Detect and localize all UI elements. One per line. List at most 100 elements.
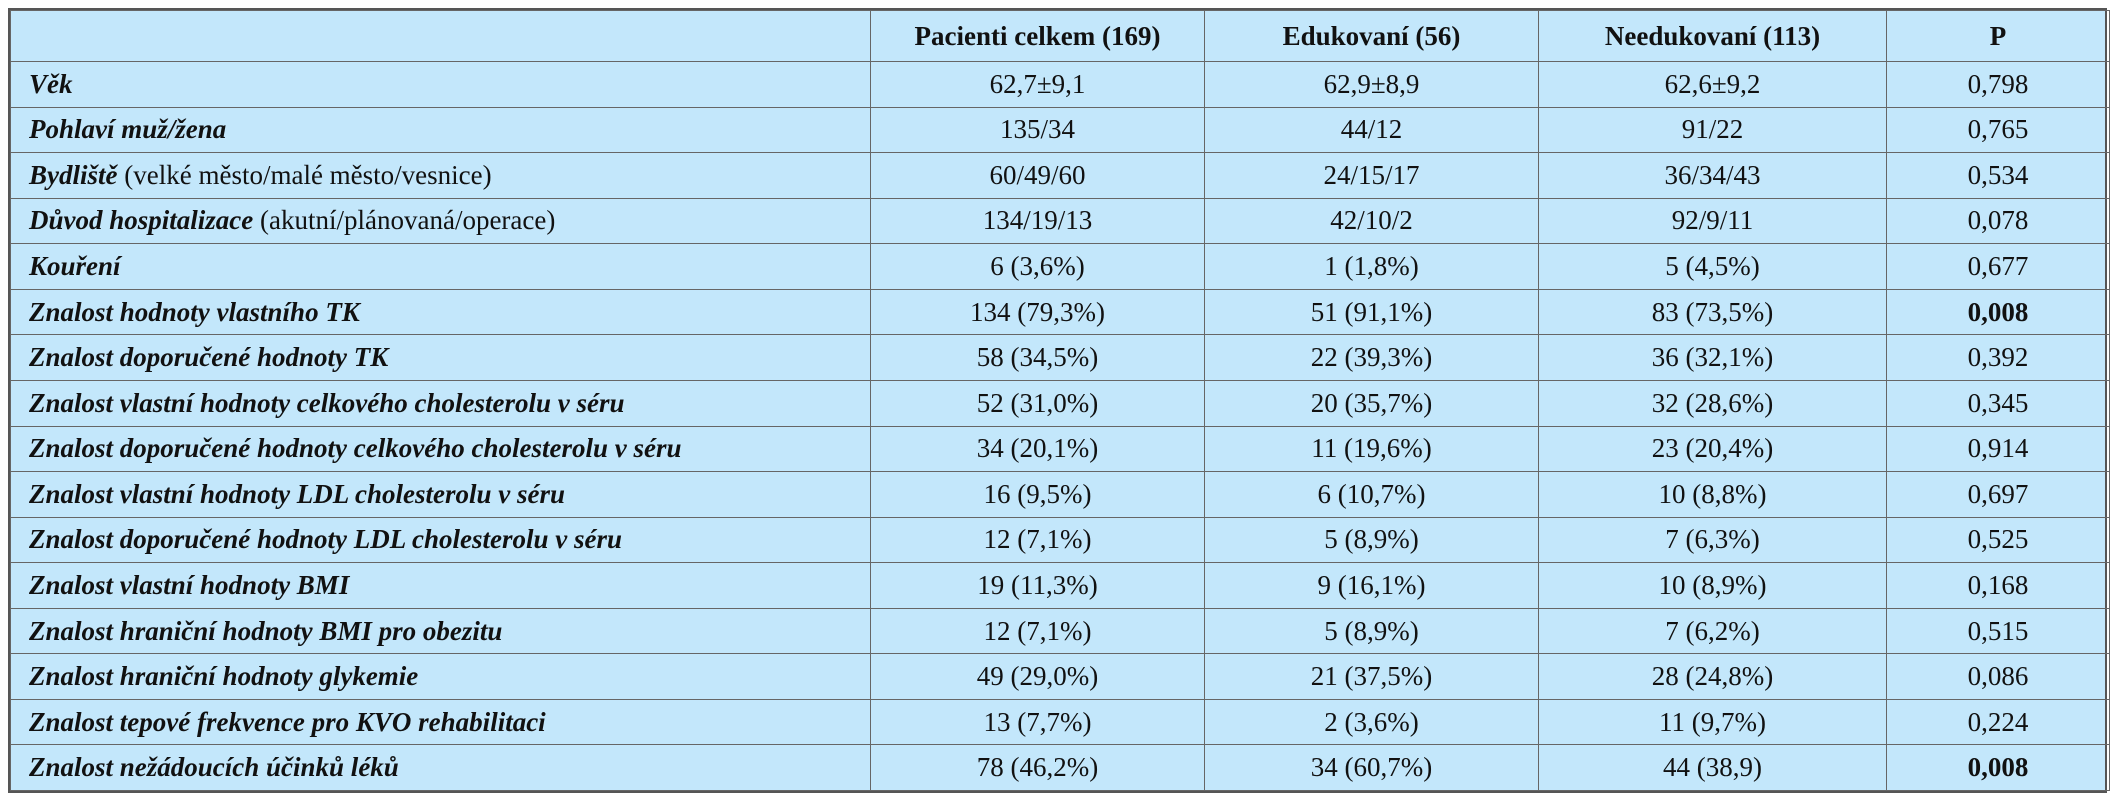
row-label: Znalost tepové frekvence pro KVO rehabil…: [10, 698, 871, 746]
cell-total-patients: 78 (46,2%): [870, 744, 1205, 791]
cell-p-value: 0,008: [1886, 288, 2110, 336]
row-label: Věk: [10, 61, 871, 108]
table-row: Znalost nežádoucích účinků léků 78 (46,2%…: [10, 744, 2110, 791]
table-row: Znalost vlastní hodnoty BMI 19 (11,3%) 9 (…: [10, 562, 2110, 609]
row-label-detail: (akutní/plánovaná/operace): [253, 205, 556, 236]
cell-not-educated: 32 (28,6%): [1538, 379, 1887, 427]
header-educated: Edukovaní (56): [1204, 10, 1539, 62]
cell-educated: 11 (19,6%): [1204, 425, 1539, 473]
cell-p-value: 0,697: [1886, 471, 2110, 518]
cell-educated: 42/10/2: [1204, 197, 1539, 245]
row-label-emphasis: Znalost vlastní hodnoty LDL cholesterolu…: [29, 478, 566, 509]
row-label: Znalost hraniční hodnoty BMI pro obezitu: [10, 607, 871, 655]
cell-total-patients: 34 (20,1%): [870, 425, 1205, 473]
row-label-emphasis: Znalost doporučené hodnoty celkového cho…: [29, 433, 682, 464]
cell-total-patients: 58 (34,5%): [870, 334, 1205, 381]
cell-not-educated: 10 (8,9%): [1538, 562, 1887, 609]
table-row: Znalost tepové frekvence pro KVO rehabil…: [10, 698, 2110, 746]
cell-p-value: 0,008: [1886, 744, 2110, 791]
table-row: Znalost doporučené hodnoty TK 58 (34,5%) 2…: [10, 334, 2110, 381]
cell-p-value: 0,677: [1886, 243, 2110, 290]
row-label: Znalost vlastní hodnoty LDL cholesterolu…: [10, 471, 871, 518]
cell-p-value: 0,765: [1886, 106, 2110, 154]
cell-total-patients: 134/19/13: [870, 197, 1205, 245]
comparison-table: Pacienti celkem (169) Edukovaní (56) Nee…: [10, 10, 2110, 791]
row-label: Znalost doporučené hodnoty celkového cho…: [10, 425, 871, 473]
cell-educated: 20 (35,7%): [1204, 379, 1539, 427]
cell-total-patients: 6 (3,6%): [870, 243, 1205, 290]
cell-p-value: 0,078: [1886, 197, 2110, 245]
row-label-emphasis: Znalost doporučené hodnoty LDL cholester…: [29, 524, 623, 555]
cell-p-value: 0,515: [1886, 607, 2110, 655]
cell-educated: 9 (16,1%): [1204, 562, 1539, 609]
row-label-detail: (velké město/malé město/vesnice): [117, 159, 492, 190]
cell-p-value: 0,798: [1886, 61, 2110, 108]
header-p-value: P: [1886, 10, 2110, 62]
cell-total-patients: 16 (9,5%): [870, 471, 1205, 518]
cell-not-educated: 83 (73,5%): [1538, 288, 1887, 336]
row-label: Znalost doporučené hodnoty TK: [10, 334, 871, 381]
table-row: Znalost doporučené hodnoty celkového cho…: [10, 425, 2110, 473]
cell-p-value: 0,168: [1886, 562, 2110, 609]
table-header-row: Pacienti celkem (169) Edukovaní (56) Nee…: [10, 10, 2110, 62]
header-label-column: [10, 10, 871, 62]
row-label-emphasis: Znalost hraniční hodnoty BMI pro obezitu: [29, 615, 503, 646]
table-row: Znalost hodnoty vlastního TK 134 (79,3%) 5…: [10, 288, 2110, 336]
row-label: Bydliště (velké město/malé město/vesnice…: [10, 152, 871, 199]
cell-total-patients: 134 (79,3%): [870, 288, 1205, 336]
cell-total-patients: 135/34: [870, 106, 1205, 154]
cell-total-patients: 12 (7,1%): [870, 516, 1205, 564]
header-not-educated: Needukovaní (113): [1538, 10, 1887, 62]
cell-p-value: 0,345: [1886, 379, 2110, 427]
cell-not-educated: 10 (8,8%): [1538, 471, 1887, 518]
cell-p-value: 0,534: [1886, 152, 2110, 199]
row-label-emphasis: Kouření: [29, 251, 121, 282]
cell-total-patients: 19 (11,3%): [870, 562, 1205, 609]
row-label: Důvod hospitalizace (akutní/plánovaná/op…: [10, 197, 871, 245]
cell-educated: 44/12: [1204, 106, 1539, 154]
row-label-emphasis: Znalost doporučené hodnoty TK: [29, 342, 389, 373]
cell-educated: 21 (37,5%): [1204, 653, 1539, 700]
cell-p-value: 0,086: [1886, 653, 2110, 700]
cell-total-patients: 60/49/60: [870, 152, 1205, 199]
row-label: Znalost vlastní hodnoty BMI: [10, 562, 871, 609]
row-label-emphasis: Bydliště: [29, 159, 118, 190]
table-row: Znalost hraniční hodnoty glykemie 49 (29,…: [10, 653, 2110, 700]
table-row: Důvod hospitalizace (akutní/plánovaná/op…: [10, 197, 2110, 245]
cell-not-educated: 23 (20,4%): [1538, 425, 1887, 473]
cell-educated: 5 (8,9%): [1204, 516, 1539, 564]
cell-educated: 51 (91,1%): [1204, 288, 1539, 336]
cell-not-educated: 36/34/43: [1538, 152, 1887, 199]
table-row: Věk 62,7±9,1 62,9±8,9 62,6±9,2 0,798: [10, 61, 2110, 108]
row-label: Znalost doporučené hodnoty LDL cholester…: [10, 516, 871, 564]
cell-educated: 6 (10,7%): [1204, 471, 1539, 518]
cell-not-educated: 91/22: [1538, 106, 1887, 154]
row-label-emphasis: Pohlaví muž/žena: [29, 114, 227, 145]
cell-not-educated: 5 (4,5%): [1538, 243, 1887, 290]
cell-p-value: 0,224: [1886, 698, 2110, 746]
cell-educated: 5 (8,9%): [1204, 607, 1539, 655]
cell-not-educated: 92/9/11: [1538, 197, 1887, 245]
table-row: Znalost vlastní hodnoty LDL cholesterolu…: [10, 471, 2110, 518]
cell-educated: 62,9±8,9: [1204, 61, 1539, 108]
cell-total-patients: 12 (7,1%): [870, 607, 1205, 655]
cell-educated: 2 (3,6%): [1204, 698, 1539, 746]
table-row: Znalost doporučené hodnoty LDL cholester…: [10, 516, 2110, 564]
cell-not-educated: 7 (6,3%): [1538, 516, 1887, 564]
row-label-emphasis: Znalost vlastní hodnoty celkového choles…: [29, 387, 625, 418]
cell-p-value: 0,525: [1886, 516, 2110, 564]
row-label: Znalost vlastní hodnoty celkového choles…: [10, 379, 871, 427]
table-row: Znalost vlastní hodnoty celkového choles…: [10, 379, 2110, 427]
cell-not-educated: 11 (9,7%): [1538, 698, 1887, 746]
row-label-emphasis: Znalost hodnoty vlastního TK: [29, 296, 360, 327]
cell-not-educated: 36 (32,1%): [1538, 334, 1887, 381]
row-label: Znalost hodnoty vlastního TK: [10, 288, 871, 336]
row-label-emphasis: Znalost hraniční hodnoty glykemie: [29, 661, 419, 692]
cell-not-educated: 62,6±9,2: [1538, 61, 1887, 108]
row-label: Znalost hraniční hodnoty glykemie: [10, 653, 871, 700]
cell-educated: 22 (39,3%): [1204, 334, 1539, 381]
comparison-table-container: Pacienti celkem (169) Edukovaní (56) Nee…: [8, 8, 2110, 793]
cell-total-patients: 62,7±9,1: [870, 61, 1205, 108]
row-label-emphasis: Znalost vlastní hodnoty BMI: [29, 569, 350, 600]
cell-p-value: 0,392: [1886, 334, 2110, 381]
